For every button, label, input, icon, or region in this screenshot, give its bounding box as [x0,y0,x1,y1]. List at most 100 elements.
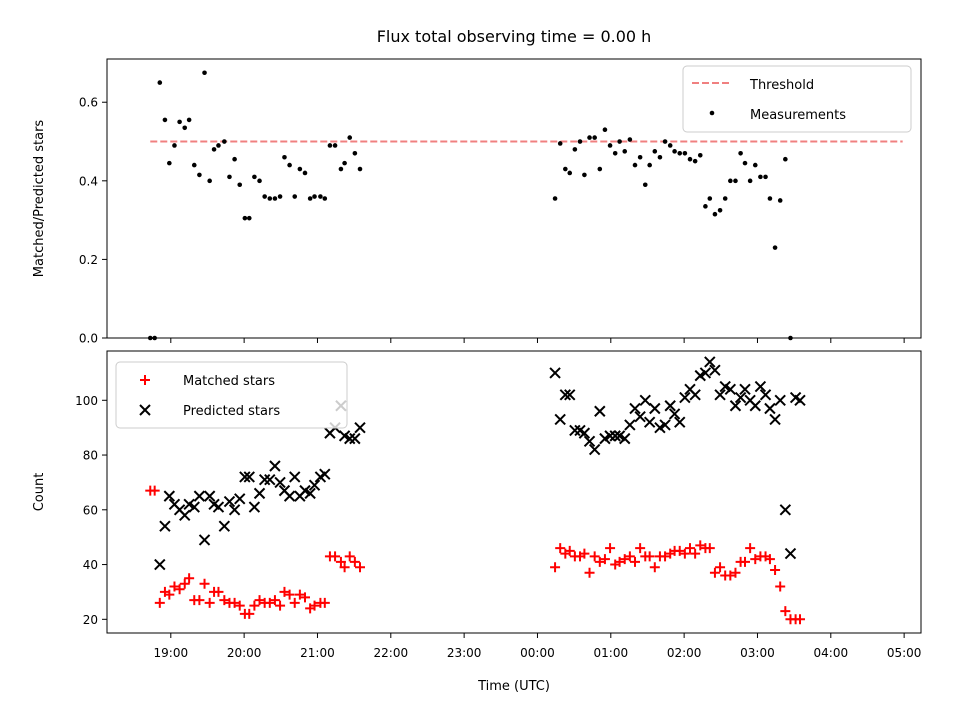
predicted-star-point [704,356,716,368]
matched-star-point [269,595,280,606]
measurement-point [607,143,613,148]
measurement-point [327,143,333,148]
predicted-star-point [198,534,211,546]
measurement-point [357,166,363,172]
predicted-star-point [159,520,171,532]
matched-star-point [229,597,240,608]
predicted-star-point [729,400,742,412]
measurement-point [682,151,688,156]
matched-star-point [619,554,630,565]
predicted-star-point [569,424,581,437]
measurement-point [717,207,723,213]
measurement-point [292,194,298,199]
top-legend-box [682,65,912,133]
bottom-y-tick-label: 100 [75,394,98,408]
matched-star-point [775,581,786,592]
measurement-point [182,125,188,131]
matched-star-point [770,565,781,576]
measurement-point [277,194,283,199]
matched-star-point [244,608,255,619]
predicted-star-point [588,443,601,456]
matched-star-point [289,597,300,608]
top-y-tick-label: 0.6 [79,96,98,110]
predicted-star-point [674,416,686,428]
legend-threshold-label: Threshold [749,78,814,93]
measurement-point [552,196,558,201]
matched-star-point [589,551,600,562]
measurement-point [783,156,788,162]
matched-star-point [555,543,566,554]
matched-star-point [704,543,715,554]
measurement-point [347,135,353,140]
predicted-star-point [668,408,681,420]
predicted-star-point [163,490,176,502]
bottom-y-axis-label: Count [32,473,47,512]
predicted-star-point [344,432,356,445]
matched-star-point [709,567,720,578]
measurement-point [687,156,693,162]
legend-predicted-label: Predicted stars [183,404,280,419]
bottom-panel: 19:00 20:00 21:00 22:00 23:00 00:00 01:00 02:00… [32,350,922,660]
measurement-point [167,160,172,166]
measurement-point [257,178,262,184]
bottom-y-tick-label: 80 [83,449,98,463]
x-axis-label: Time (UTC) [477,679,550,694]
predicted-star-point [239,471,251,483]
measurement-point [637,154,643,160]
top-y-axis-label: Matched/Predicted stars [32,120,47,278]
predicted-star-point [784,547,797,560]
matched-star-point [279,586,290,597]
matched-star-point [730,567,741,578]
measurement-point [342,160,347,166]
matched-star-point [355,562,365,573]
predicted-star-point [634,411,646,423]
predicted-star-point [289,471,301,483]
matched-star-point [254,595,265,606]
matched-star-point [795,614,805,625]
matched-star-point [685,543,695,554]
predicted-star-point [212,501,225,513]
matched-star-point [679,548,690,559]
measurement-point [297,166,303,172]
predicted-star-point [714,389,726,401]
predicted-star-point [624,419,636,431]
measurement-point [222,139,227,144]
x-tick-label: 04:00 [814,646,849,660]
predicted-star-point [188,501,200,513]
matched-star-point [550,562,561,573]
predicted-star-point [354,421,366,434]
matched-star-point [199,578,210,589]
x-tick-label: 00:00 [520,646,555,660]
matched-star-point [594,556,605,567]
measurement-point [677,151,683,156]
matched-star-point [649,562,660,573]
matched-star-point [149,485,160,496]
measurement-point [352,151,358,156]
measurement-point [722,196,728,201]
predicted-star-point [564,389,576,401]
measurement-point [763,174,768,180]
measurement-point [262,194,267,199]
measurement-point [597,166,603,172]
predicted-star-point [754,380,767,393]
measurement-point [747,178,753,184]
measurement-point [617,139,622,144]
measurement-point [642,182,648,188]
measurement-point [692,158,698,164]
predicted-star-point [699,367,712,379]
measurement-point [657,154,663,160]
measurement-point [307,196,313,201]
measurement-point [338,166,344,172]
x-tick-label: 01:00 [594,646,629,660]
measurement-point [742,160,748,166]
measurement-point [752,162,758,168]
matched-star-point [309,600,320,611]
bottom-legend-box [115,361,348,429]
matched-star-point [725,570,736,581]
matched-star-point [294,589,305,600]
bottom-legend: Matched stars Predicted stars [115,361,348,429]
x-tick-label: 19:00 [154,646,189,660]
measurement-point [647,162,652,168]
predicted-star-point [759,389,772,401]
